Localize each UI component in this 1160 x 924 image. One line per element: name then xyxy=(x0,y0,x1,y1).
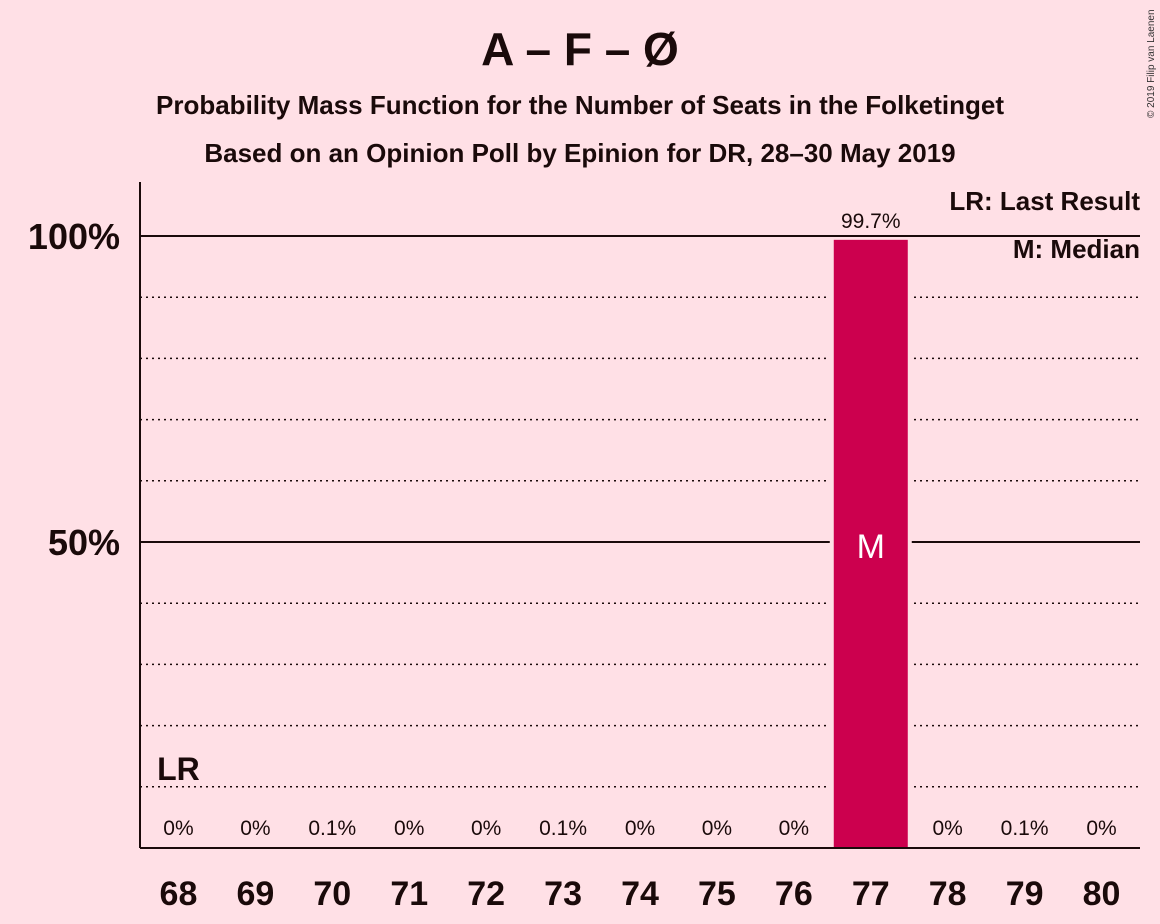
data-label-69: 0% xyxy=(240,817,270,840)
data-label-77: 99.7% xyxy=(841,210,901,233)
x-tick-label-70: 70 xyxy=(313,875,351,913)
x-tick-label-73: 73 xyxy=(544,875,582,913)
y-tick-label: 50% xyxy=(48,522,120,563)
median-marker: M xyxy=(857,528,885,566)
x-tick-label-78: 78 xyxy=(929,875,967,913)
chart-subtitle-poll: Based on an Opinion Poll by Epinion for … xyxy=(204,138,956,168)
x-tick-label-75: 75 xyxy=(698,875,736,913)
legend-last-result: LR: Last Result xyxy=(949,186,1140,216)
data-label-73: 0.1% xyxy=(539,817,587,840)
x-tick-label-80: 80 xyxy=(1083,875,1121,913)
data-label-75: 0% xyxy=(702,817,732,840)
data-label-79: 0.1% xyxy=(1001,817,1049,840)
y-tick-label: 100% xyxy=(28,216,120,257)
data-label-78: 0% xyxy=(933,817,963,840)
x-tick-label-72: 72 xyxy=(467,875,505,913)
x-tick-label-68: 68 xyxy=(160,875,198,913)
chart-title: A – F – Ø xyxy=(481,23,679,75)
data-label-68: 0% xyxy=(163,817,193,840)
data-label-80: 0% xyxy=(1086,817,1116,840)
x-tick-label-79: 79 xyxy=(1006,875,1044,913)
last-result-marker: LR xyxy=(157,751,200,787)
x-tick-label-77: 77 xyxy=(852,875,890,913)
x-tick-label-76: 76 xyxy=(775,875,813,913)
x-tick-label-74: 74 xyxy=(621,875,659,913)
x-tick-label-69: 69 xyxy=(236,875,274,913)
data-label-72: 0% xyxy=(471,817,501,840)
chart-subtitle: Probability Mass Function for the Number… xyxy=(156,90,1004,120)
bar-77 xyxy=(833,239,908,848)
data-label-71: 0% xyxy=(394,817,424,840)
x-tick-label-71: 71 xyxy=(390,875,428,913)
data-label-74: 0% xyxy=(625,817,655,840)
data-label-76: 0% xyxy=(779,817,809,840)
legend-median: M: Median xyxy=(1012,234,1140,264)
data-label-70: 0.1% xyxy=(308,817,356,840)
